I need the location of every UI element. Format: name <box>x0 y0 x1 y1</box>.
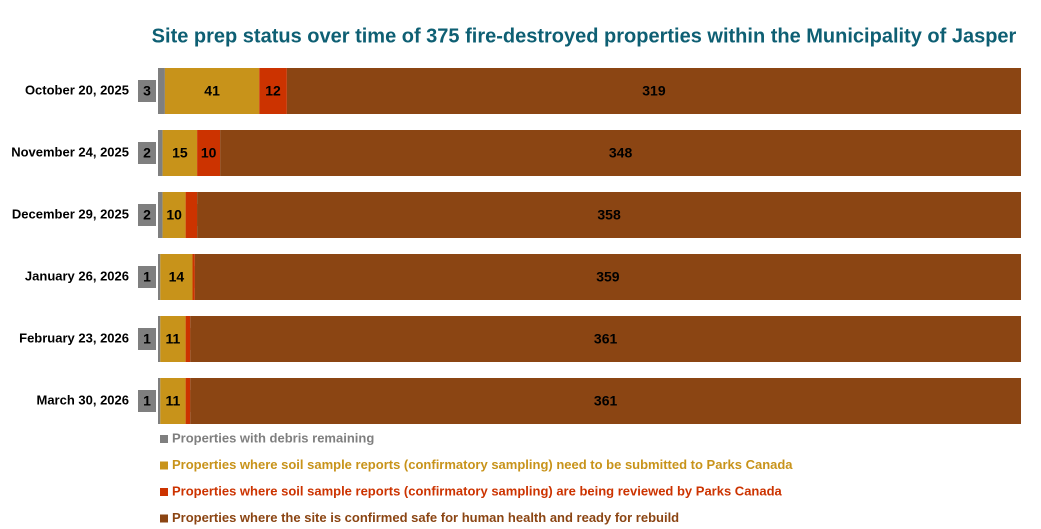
data-label: 358 <box>597 207 621 223</box>
data-label: 348 <box>609 145 633 161</box>
data-label: 3 <box>143 83 151 99</box>
data-label: 1 <box>143 393 151 409</box>
bar-segment <box>194 254 1021 300</box>
data-label: 11 <box>166 393 181 409</box>
data-label: 361 <box>594 331 618 347</box>
bar-segment <box>160 254 193 300</box>
label-box <box>138 142 156 164</box>
bar-segment <box>158 68 165 114</box>
data-label: 11 <box>166 331 181 347</box>
bar-segment <box>158 192 163 238</box>
bar-segment <box>158 254 161 300</box>
bar-segment <box>158 378 161 424</box>
label-box <box>138 80 156 102</box>
chart-title: Site prep status over time of 375 fire-d… <box>152 25 1017 47</box>
data-label: 14 <box>169 269 185 285</box>
data-label: 319 <box>642 83 666 99</box>
bar-segment <box>197 130 221 176</box>
bar-segment <box>185 316 191 362</box>
bar-segment <box>185 192 198 238</box>
bar-segment <box>158 316 161 362</box>
bar-segment <box>185 378 191 424</box>
bar-segment <box>162 192 186 238</box>
bar-segment <box>190 378 1021 424</box>
legend-swatch <box>160 435 168 443</box>
bar-segment <box>259 68 287 114</box>
bar-segment <box>164 68 260 114</box>
data-label: 10 <box>166 207 182 223</box>
bar-segment <box>160 316 186 362</box>
bar-segment <box>192 254 195 300</box>
label-box <box>138 204 156 226</box>
legend-swatch <box>160 514 168 523</box>
data-label: 1 <box>143 269 151 285</box>
bar-segment <box>160 378 186 424</box>
legend-label: Properties where soil sample reports (co… <box>172 483 783 498</box>
bar-segment <box>162 130 198 176</box>
bar-segment <box>286 68 1022 114</box>
label-box <box>138 390 156 412</box>
category-label: January 26, 2026 <box>25 268 129 283</box>
data-label: 361 <box>594 393 618 409</box>
data-label: 41 <box>204 83 220 99</box>
bar-segment <box>197 192 1021 238</box>
data-label: 1 <box>143 331 151 347</box>
legend-swatch <box>160 488 168 496</box>
legend-label: Properties with debris remaining <box>172 430 374 445</box>
category-label: November 24, 2025 <box>11 144 129 159</box>
legend-label: Properties where the site is confirmed s… <box>172 510 679 525</box>
data-label: 12 <box>265 83 281 99</box>
category-label: March 30, 2026 <box>36 392 129 407</box>
category-label: February 23, 2026 <box>19 330 129 345</box>
bar-segment <box>220 130 1022 176</box>
label-box <box>138 266 156 288</box>
category-label: December 29, 2025 <box>12 206 129 221</box>
data-label: 2 <box>143 145 151 161</box>
data-label: 2 <box>143 207 151 223</box>
data-label: 10 <box>201 145 217 161</box>
data-label: 15 <box>172 145 188 161</box>
bar-segment <box>190 316 1021 362</box>
bar-segment <box>158 130 163 176</box>
category-label: October 20, 2025 <box>25 82 129 97</box>
label-box <box>138 328 156 350</box>
data-label: 359 <box>596 269 620 285</box>
legend-swatch <box>160 461 168 470</box>
legend-label: Properties where soil sample reports (co… <box>172 457 793 472</box>
